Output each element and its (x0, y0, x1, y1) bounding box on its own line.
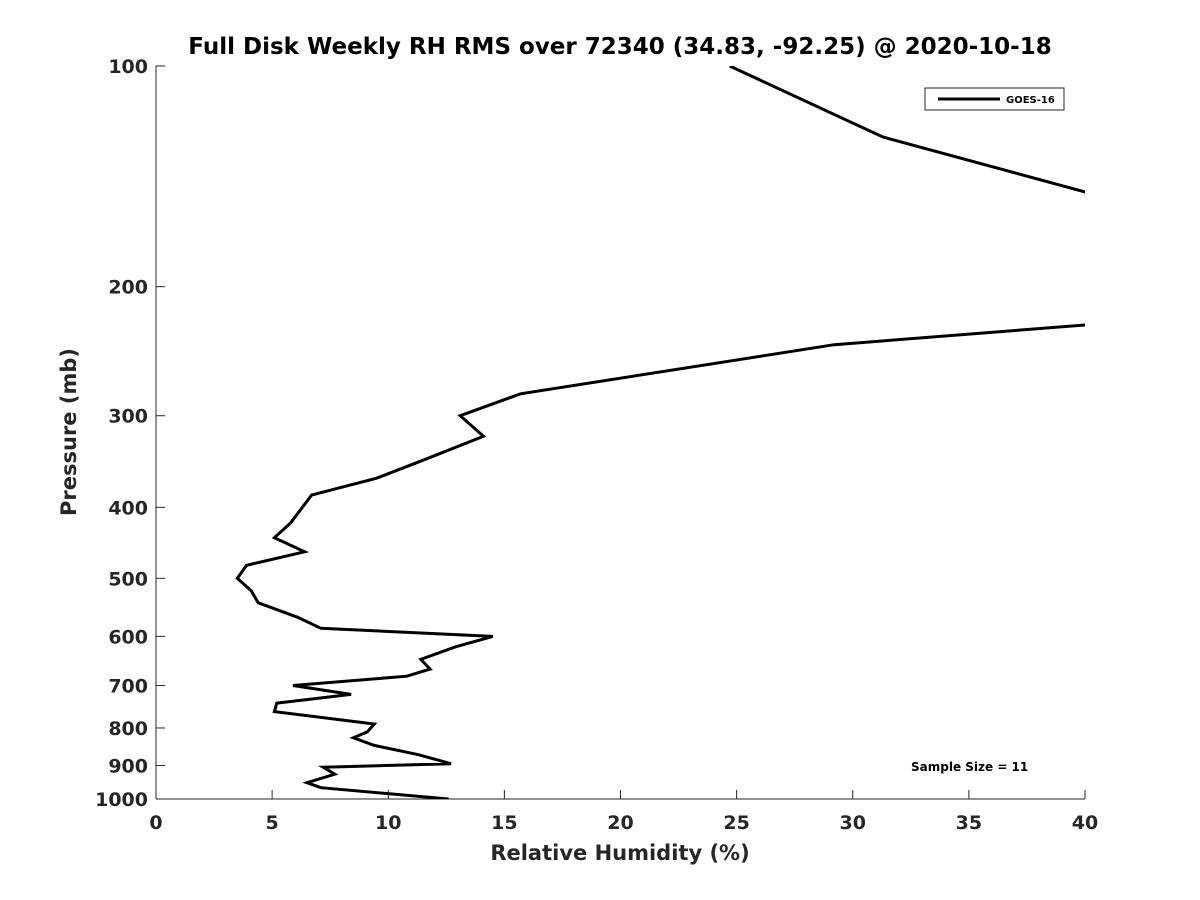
series-line-goes-16 (235, 66, 1085, 799)
x-axis-label: Relative Humidity (%) (490, 841, 749, 865)
chart-title: Full Disk Weekly RH RMS over 72340 (34.8… (188, 34, 1051, 60)
legend: GOES-16 (924, 87, 1065, 111)
y-axis-ticks: 100 200 300 400 500 600 700 800 900 1000 (95, 56, 165, 811)
y-axis-label: Pressure (mb) (57, 348, 81, 516)
sample-size-annotation: Sample Size = 11 (911, 760, 1028, 774)
y-tick-label: 500 (108, 568, 148, 590)
y-tick-label: 300 (108, 406, 148, 428)
y-tick-label: 800 (108, 718, 148, 740)
x-tick-label: 0 (149, 812, 162, 834)
x-tick-label: 35 (956, 812, 982, 834)
x-tick-label: 30 (840, 812, 866, 834)
y-tick-label: 200 (108, 277, 148, 299)
x-tick-label: 20 (607, 812, 633, 834)
y-tick-label: 400 (108, 497, 148, 519)
x-tick-label: 10 (375, 812, 401, 834)
y-tick-label: 600 (108, 626, 148, 648)
x-axis-ticks: 0 5 10 15 20 25 30 35 40 (149, 790, 1098, 834)
y-tick-label: 900 (108, 755, 148, 777)
x-tick-label: 25 (723, 812, 749, 834)
y-tick-label: 100 (108, 56, 148, 78)
x-tick-label: 5 (266, 812, 279, 834)
y-tick-label: 1000 (95, 789, 148, 811)
legend-label: GOES-16 (1006, 95, 1055, 106)
x-tick-label: 40 (1072, 812, 1098, 834)
x-tick-label: 15 (491, 812, 517, 834)
y-tick-label: 700 (108, 675, 148, 697)
